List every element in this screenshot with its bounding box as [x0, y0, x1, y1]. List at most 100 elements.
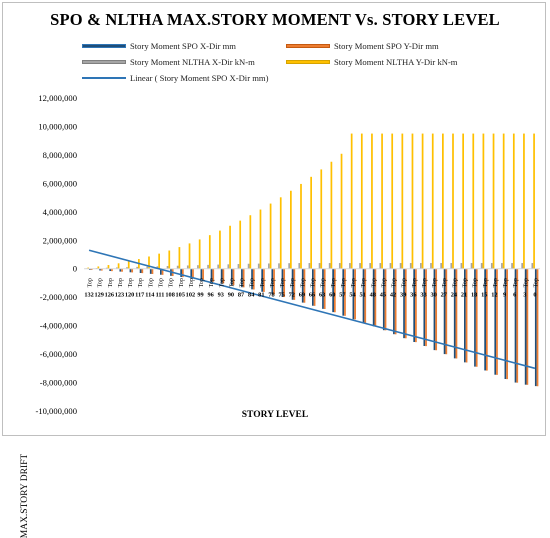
bar-series-0-36: [413, 268, 416, 342]
y-tick-label: 4,000,000: [43, 207, 77, 217]
x-tick-label-114: 114: [145, 292, 155, 299]
x-tick-top-label: Top: [219, 278, 225, 287]
bar-series-0-21: [464, 268, 466, 363]
bar-series-3-0: [533, 133, 535, 269]
x-tick-top-label: Top: [381, 278, 387, 287]
legend-label-nltha-x: Story Moment NLTHA X-Dir kN-m: [130, 57, 255, 67]
x-tick-top-label: Top: [422, 278, 428, 287]
legend-swatch-nltha-x: [82, 60, 126, 64]
bar-series-3-33: [421, 133, 424, 269]
bar-series-3-51: [360, 133, 363, 269]
bar-series-0-93: [220, 268, 223, 284]
bar-series-3-87: [239, 220, 242, 269]
x-axis-title: STORY LEVEL: [241, 410, 309, 420]
x-tick-top-label: Top: [290, 278, 296, 287]
legend-item-spo-y: Story Moment SPO Y-Dir mm: [286, 40, 439, 52]
x-tick-label-6: 6: [513, 292, 516, 299]
x-tick-label-123: 123: [115, 292, 124, 299]
bar-series-3-63: [320, 169, 323, 269]
x-tick-label-90: 90: [228, 292, 234, 299]
x-tick-label-45: 45: [380, 292, 386, 299]
bar-series-0-72: [291, 268, 294, 300]
trendline-layer: [88, 249, 536, 370]
x-tick-top-label: Top: [148, 278, 154, 287]
bar-series-1-132: [90, 268, 93, 271]
bar-series-2-36: [409, 263, 412, 269]
bar-series-3-57: [340, 153, 343, 269]
x-tick-label-21: 21: [461, 292, 467, 299]
bar-series-0-63: [322, 268, 324, 309]
bar-series-0-18: [474, 268, 476, 367]
bar-series-0-33: [423, 268, 426, 346]
x-tick-top-label: Top: [270, 278, 276, 287]
bar-series-1-6: [516, 268, 519, 383]
x-tick-top-label: Top: [311, 278, 317, 287]
x-tick-top-label: Top: [412, 278, 418, 287]
bar-series-2-21: [460, 263, 463, 269]
x-tick-label-105: 105: [176, 292, 185, 299]
bar-series-3-48: [371, 133, 373, 269]
bar-series-2-66: [308, 263, 311, 269]
x-tick-top-label: Top: [331, 278, 337, 287]
bar-series-1-99: [202, 268, 204, 280]
x-tick-label-3: 3: [523, 292, 526, 299]
legend-swatch-nltha-y: [286, 60, 330, 64]
bar-series-1-120: [131, 268, 134, 273]
x-tick-label-0: 0: [533, 292, 536, 299]
bar-series-3-108: [168, 250, 171, 269]
legend-item-nltha-x: Story Moment NLTHA X-Dir kN-m: [82, 56, 255, 68]
x-tick-label-51: 51: [360, 292, 366, 299]
bar-series-0-120: [129, 268, 132, 273]
bar-series-2-105: [176, 265, 179, 269]
x-tick-label-78: 78: [268, 292, 274, 299]
x-tick-label-9: 9: [503, 292, 506, 299]
y-tick-label: -4,000,000: [40, 321, 77, 331]
bar-series-0-57: [342, 268, 345, 316]
bar-series-1-114: [151, 268, 154, 274]
bar-series-2-63: [318, 263, 321, 269]
x-tick-label-36: 36: [410, 292, 416, 299]
bar-series-0-60: [332, 268, 334, 313]
x-tick-top-label: Top: [189, 278, 195, 287]
bar-series-3-129: [97, 266, 100, 269]
bar-series-1-18: [475, 268, 478, 367]
x-tick-label-120: 120: [125, 292, 134, 299]
bar-series-1-96: [212, 268, 215, 282]
plot-area: -10,000,000 -8,000,000 -6,000,000 -4,000,00…: [35, 93, 540, 416]
bar-series-3-12: [492, 133, 495, 269]
bar-series-0-39: [403, 268, 405, 339]
bar-series-1-72: [293, 268, 296, 300]
y-axis-title: MAX.STORY DRIFT: [20, 453, 30, 538]
bar-series-1-123: [121, 268, 123, 272]
bar-series-1-27: [445, 268, 448, 355]
bar-series-1-42: [394, 268, 397, 335]
bar-series-0-84: [251, 268, 253, 290]
x-tick-label-33: 33: [420, 292, 426, 299]
bar-series-1-81: [263, 268, 265, 292]
x-tick-label-54: 54: [349, 292, 356, 299]
bar-series-0-12: [494, 268, 497, 375]
bar-series-2-120: [126, 267, 128, 269]
x-tick-label-75: 75: [278, 292, 284, 299]
bar-series-3-24: [452, 133, 454, 269]
bar-series-2-6: [511, 263, 513, 269]
bar-series-2-27: [440, 263, 443, 269]
x-tick-top-label: Top: [493, 278, 499, 287]
bar-series-1-57: [344, 268, 346, 316]
bar-series-3-54: [350, 133, 353, 269]
bar-series-2-75: [278, 263, 280, 269]
bar-series-2-42: [389, 263, 392, 269]
x-tick-top-label: Top: [280, 278, 286, 287]
y-tick-label: 8,000,000: [43, 150, 77, 160]
bar-series-3-75: [279, 197, 282, 269]
y-tick-label: 2,000,000: [43, 235, 77, 245]
bar-series-3-90: [229, 225, 231, 269]
bar-series-1-66: [313, 268, 316, 306]
x-tick-label-15: 15: [481, 292, 487, 299]
bar-series-1-21: [465, 268, 468, 363]
bar-series-0-15: [484, 268, 486, 371]
bar-series-1-9: [506, 268, 508, 380]
bar-series-3-21: [462, 133, 464, 269]
x-tick-top-label: Top: [361, 278, 367, 287]
bar-series-3-96: [208, 235, 211, 269]
